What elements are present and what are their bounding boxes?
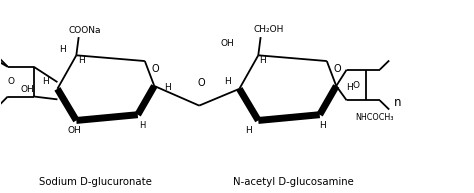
Text: O: O [198,78,205,88]
Text: H: H [246,126,252,135]
Text: H: H [164,83,171,92]
Text: CH₂OH: CH₂OH [254,25,284,34]
Text: H: H [42,77,49,86]
Text: H: H [260,56,266,65]
Text: H: H [78,56,84,65]
Text: H: H [319,121,326,130]
Text: O: O [353,80,360,90]
Text: H: H [139,121,146,130]
Text: OH: OH [21,85,35,94]
Text: n: n [394,96,401,109]
Text: H: H [59,45,65,54]
Text: Sodium D-glucuronate: Sodium D-glucuronate [39,177,152,187]
Text: H: H [224,77,231,86]
Text: OH: OH [221,39,235,48]
Text: NHCOCH₃: NHCOCH₃ [355,113,393,122]
Text: O: O [151,64,159,74]
Text: COONa: COONa [69,26,101,35]
Text: H: H [346,83,353,92]
Text: N-acetyl D-glucosamine: N-acetyl D-glucosamine [233,177,354,187]
Text: OH: OH [67,126,81,135]
Text: O: O [8,77,15,86]
Text: O: O [333,64,341,74]
